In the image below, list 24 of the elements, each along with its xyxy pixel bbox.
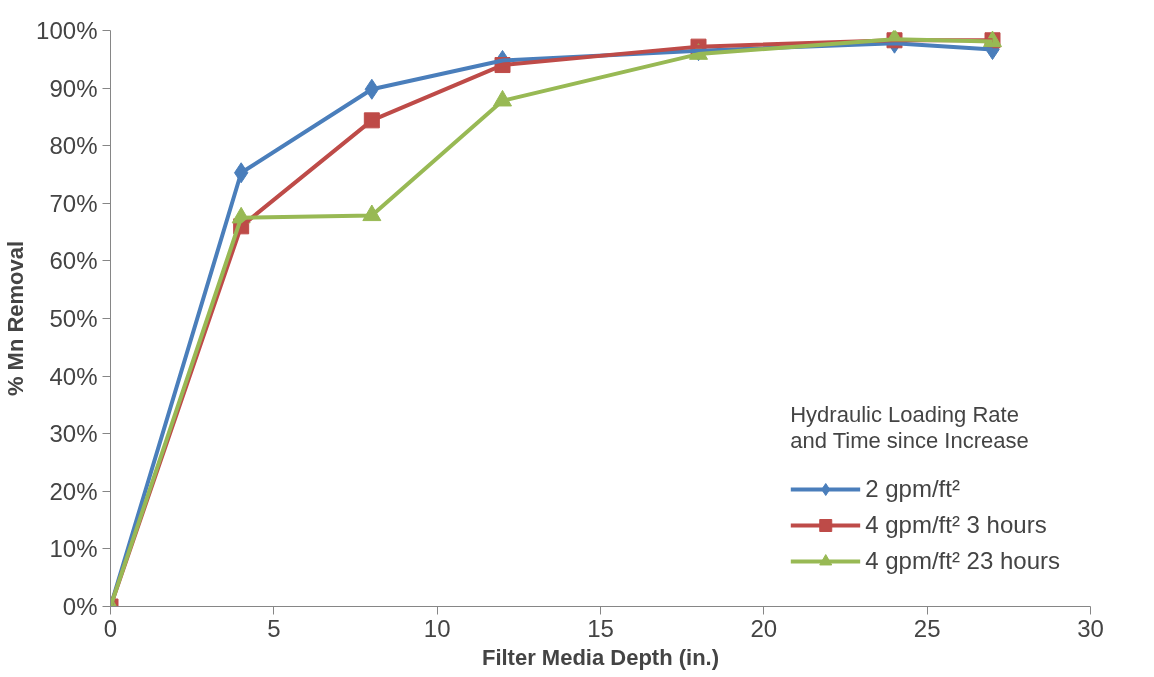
x-tick-label: 20: [750, 614, 778, 642]
legend-title: Hydraulic Loading Rate and Time since Increase: [790, 402, 1030, 454]
x-tick-label: 10: [423, 614, 451, 642]
y-tick-label: 40%: [49, 362, 98, 390]
x-tick-label: 0: [103, 614, 118, 642]
y-axis-title: % Mn Removal: [3, 240, 29, 397]
y-tick-label: 90%: [49, 74, 98, 102]
y-tick-label: 70%: [49, 189, 98, 217]
y-tick-label: 20%: [49, 477, 98, 505]
y-tick-label: 0%: [62, 593, 98, 620]
y-tick-label: 80%: [49, 132, 98, 160]
y-tick-label: 60%: [49, 247, 98, 275]
x-tick-label: 15: [587, 614, 614, 642]
y-tick-label: 10%: [49, 535, 98, 563]
y-tick-label: 50%: [49, 305, 98, 332]
y-tick-label: 30%: [49, 420, 98, 448]
legend-label: 2 gpm/ft²: [865, 475, 960, 503]
x-axis-title: Filter Media Depth (in.): [481, 644, 720, 670]
x-tick-label: 25: [913, 614, 941, 642]
legend-label: 4 gpm/ft² 3 hours: [865, 511, 1047, 539]
x-tick-label: 5: [267, 614, 281, 642]
legend-label: 4 gpm/ft² 23 hours: [865, 547, 1060, 575]
y-tick-label: 100%: [36, 17, 98, 44]
x-tick-label: 30: [1077, 614, 1104, 642]
